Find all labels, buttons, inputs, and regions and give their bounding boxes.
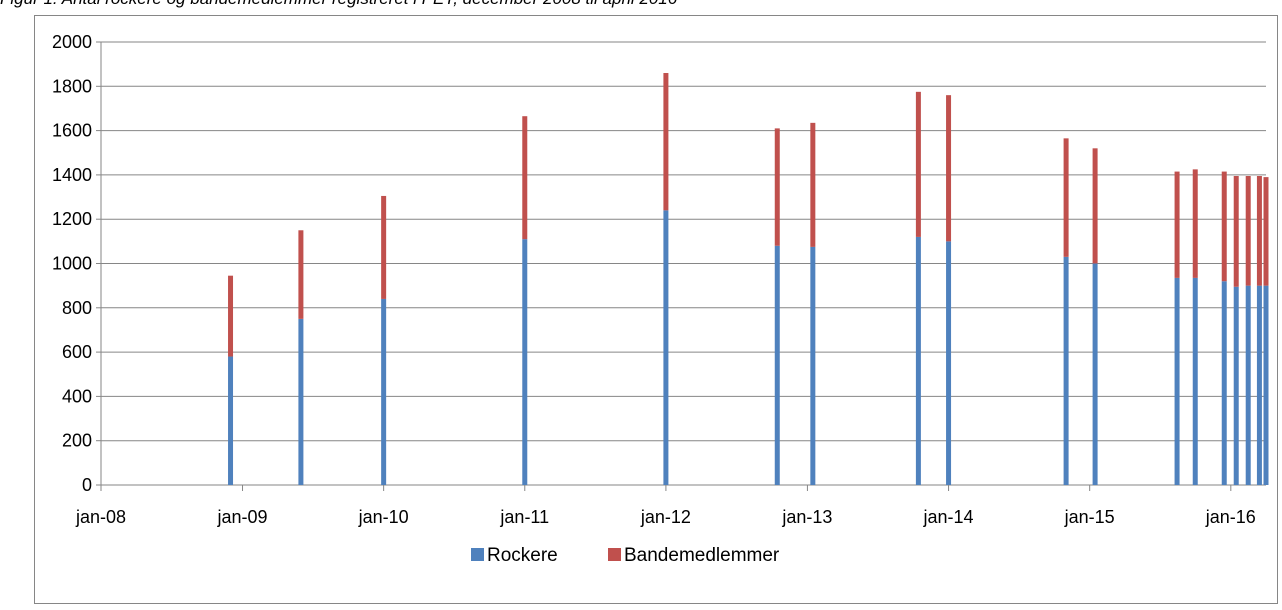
bar-rockere-2015-10-01	[1192, 277, 1198, 485]
chart-frame: 0 200 400 600 800 1000 1200 1400 1600 1800 2000 jan…	[34, 15, 1278, 604]
bar-rockere-2016-02-15	[1245, 285, 1251, 485]
x-tick-label: jan-08	[75, 507, 126, 527]
x-tick-label: jan-13	[781, 507, 832, 527]
bar-rockere-2011-01-01	[522, 239, 528, 485]
bar-bandemedlemmer-2014-11-01	[1063, 138, 1069, 257]
bar-bandemedlemmer-2016-03-15	[1256, 176, 1262, 286]
y-tick-label: 1000	[52, 254, 92, 274]
bar-bandemedlemmer-2016-02-15	[1245, 176, 1251, 286]
bar-rockere-2012-01-01	[663, 210, 669, 485]
bar-bandemedlemmer-2015-01-15	[1092, 148, 1098, 264]
bar-bandemedlemmer-2012-10-15	[774, 128, 780, 246]
bar-bandemedlemmer-2014-01-01	[946, 95, 952, 242]
bar-bandemedlemmer-2015-12-15	[1221, 171, 1227, 282]
bar-bandemedlemmer-2016-01-15	[1233, 176, 1239, 287]
legend-label-rockere: Rockere	[487, 545, 558, 566]
bar-bandemedlemmer-2016-04-01	[1263, 177, 1269, 286]
bar-bandemedlemmer-2013-10-15	[915, 91, 921, 237]
y-tick-label: 2000	[52, 32, 92, 52]
bar-rockere-2008-12-01	[228, 356, 234, 485]
bar-bandemedlemmer-2015-10-01	[1192, 169, 1198, 278]
y-tick-label: 200	[62, 431, 92, 451]
x-tick-label: jan-12	[640, 507, 691, 527]
bar-rockere-2014-01-01	[946, 241, 952, 485]
bar-bandemedlemmer-2013-01-15	[810, 122, 816, 247]
y-tick-label: 1400	[52, 165, 92, 185]
figure-caption: Figur 1. Antal rockere og bandemedlemmer…	[0, 0, 1282, 11]
bar-rockere-2015-08-15	[1174, 277, 1180, 485]
bar-bandemedlemmer-2010-01-01	[381, 195, 387, 299]
legend-swatch-rockere	[471, 548, 484, 561]
bar-rockere-2016-01-15	[1233, 286, 1239, 485]
bar-bandemedlemmer-2011-01-01	[522, 116, 528, 240]
bar-rockere-2013-10-15	[915, 236, 921, 485]
x-tick-label: jan-15	[1064, 507, 1115, 527]
bar-rockere-2009-06-01	[298, 318, 304, 485]
bar-rockere-2010-01-01	[381, 298, 387, 485]
bar-rockere-2012-10-15	[774, 245, 780, 485]
bar-rockere-2013-01-15	[810, 246, 816, 485]
bar-rockere-2015-01-15	[1092, 263, 1098, 485]
x-tick-label: jan-16	[1205, 507, 1256, 527]
x-tick-label: jan-14	[923, 507, 974, 527]
x-tick-label: jan-09	[216, 507, 267, 527]
bar-rockere-2014-11-01	[1063, 256, 1069, 485]
bar-bandemedlemmer-2015-08-15	[1174, 171, 1180, 278]
bar-rockere-2016-03-15	[1256, 285, 1262, 485]
stacked-bar-chart: 0 200 400 600 800 1000 1200 1400 1600 1800 2000 jan…	[52, 32, 1269, 566]
y-tick-label: 600	[62, 342, 92, 362]
x-tick-label: jan-11	[499, 507, 549, 527]
y-tick-label: 1800	[52, 76, 92, 96]
bar-bandemedlemmer-2008-12-01	[228, 275, 234, 357]
bar-rockere-2016-04-01	[1263, 285, 1269, 485]
bar-bandemedlemmer-2009-06-01	[298, 230, 304, 319]
y-tick-label: 1600	[52, 121, 92, 141]
y-tick-label: 1200	[52, 209, 92, 229]
legend-swatch-bandemedlemmer	[608, 548, 621, 561]
y-tick-label: 0	[82, 475, 92, 495]
y-tick-label: 800	[62, 298, 92, 318]
y-tick-label: 400	[62, 386, 92, 406]
x-tick-label: jan-10	[358, 507, 409, 527]
legend-label-bandemedlemmer: Bandemedlemmer	[624, 545, 780, 566]
bar-bandemedlemmer-2012-01-01	[663, 73, 669, 211]
bar-rockere-2015-12-15	[1221, 281, 1227, 485]
